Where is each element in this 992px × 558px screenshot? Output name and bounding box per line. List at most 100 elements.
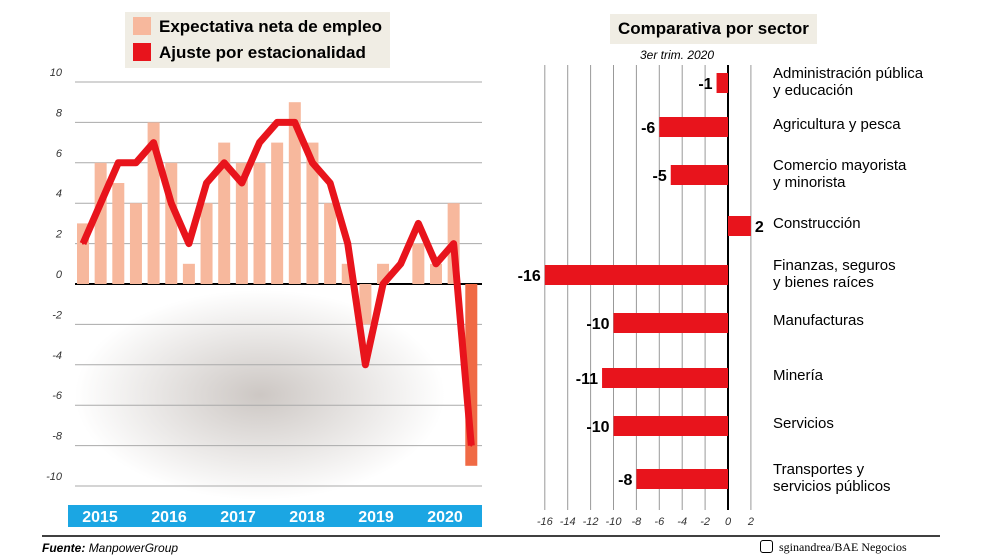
line-point bbox=[187, 242, 190, 245]
bar bbox=[182, 263, 195, 284]
line-point bbox=[240, 182, 243, 184]
bar bbox=[359, 284, 372, 325]
bar bbox=[324, 203, 337, 284]
data-label: -10 bbox=[586, 419, 609, 436]
line-swatch bbox=[133, 43, 151, 61]
data-label: -16 bbox=[518, 268, 541, 285]
category-label: Servicios bbox=[773, 415, 834, 432]
bar-swatch bbox=[133, 17, 151, 35]
line-point bbox=[223, 161, 226, 164]
bar bbox=[200, 203, 213, 284]
line-point bbox=[364, 363, 367, 366]
line-point bbox=[346, 242, 349, 245]
bar bbox=[112, 183, 125, 284]
chart-subtitle: 3er trim. 2020 bbox=[640, 48, 715, 62]
legend-label: Ajuste por estacionalidad bbox=[159, 43, 366, 62]
x-tick-label: 2 bbox=[747, 516, 754, 528]
legend-item-line: Ajuste por estacionalidad bbox=[133, 40, 382, 66]
data-label: -5 bbox=[653, 168, 667, 185]
x-tick-label: 2017 bbox=[220, 509, 256, 526]
x-tick-label: -16 bbox=[537, 516, 554, 528]
category-label: Construcción bbox=[773, 215, 861, 232]
line-point bbox=[258, 141, 261, 144]
category-label: y educación bbox=[773, 82, 853, 99]
line-point bbox=[99, 202, 102, 205]
x-tick-label: 2019 bbox=[358, 509, 394, 526]
y-tick-label: -4 bbox=[52, 350, 62, 362]
category-label: Manufacturas bbox=[773, 312, 864, 329]
data-label: -8 bbox=[618, 472, 632, 489]
line-point bbox=[205, 182, 208, 184]
x-tick-label: -2 bbox=[700, 516, 710, 528]
line-point bbox=[117, 161, 120, 164]
legend-item-bars: Expectativa neta de empleo bbox=[133, 14, 382, 40]
chart-title: Comparativa por sector bbox=[610, 14, 817, 44]
y-tick-label: 0 bbox=[56, 269, 63, 281]
line-point bbox=[452, 242, 455, 245]
bar bbox=[235, 162, 248, 284]
category-label: Finanzas, seguros bbox=[773, 257, 896, 274]
credit: sginandrea/BAE Negocios bbox=[760, 540, 907, 555]
bar bbox=[271, 142, 284, 284]
category-label: Transportes y bbox=[773, 461, 865, 478]
data-label: -11 bbox=[576, 371, 598, 388]
background-photo bbox=[75, 290, 445, 500]
data-label: -1 bbox=[698, 76, 712, 93]
bar bbox=[218, 142, 231, 284]
footer-source: Fuente: ManpowerGroup bbox=[42, 541, 178, 555]
data-label: -10 bbox=[586, 316, 609, 333]
x-tick-label: 2020 bbox=[427, 509, 463, 526]
line-point bbox=[170, 202, 173, 205]
y-tick-label: -2 bbox=[52, 309, 62, 321]
legend: Expectativa neta de empleo Ajuste por es… bbox=[125, 12, 390, 68]
credit-text: sginandrea/BAE Negocios bbox=[779, 540, 907, 554]
line-point bbox=[399, 262, 402, 265]
line-point bbox=[276, 121, 279, 124]
legend-label: Expectativa neta de empleo bbox=[159, 17, 382, 36]
y-tick-label: -8 bbox=[52, 431, 63, 443]
data-label: -6 bbox=[641, 120, 655, 137]
bar bbox=[253, 162, 266, 284]
category-label: servicios públicos bbox=[773, 478, 891, 495]
year-band bbox=[68, 505, 482, 527]
sector-bar bbox=[636, 469, 728, 489]
sector-bar bbox=[670, 165, 728, 185]
bar bbox=[430, 263, 442, 284]
x-tick-label: -14 bbox=[560, 516, 576, 528]
bar bbox=[288, 102, 301, 284]
category-label: Comercio mayorista bbox=[773, 157, 907, 174]
source-value: ManpowerGroup bbox=[88, 541, 179, 555]
category-label: Agricultura y pesca bbox=[773, 116, 901, 133]
category-label: Administración pública bbox=[773, 65, 924, 82]
line-point bbox=[329, 182, 332, 184]
line-point bbox=[382, 283, 385, 285]
sector-bar bbox=[613, 416, 728, 436]
line-point bbox=[417, 222, 420, 225]
line-point bbox=[134, 161, 137, 164]
x-tick-label: 0 bbox=[725, 516, 732, 528]
y-tick-label: 10 bbox=[50, 67, 63, 79]
y-tick-label: 8 bbox=[56, 107, 63, 119]
category-label: y bienes raíces bbox=[773, 274, 874, 291]
category-label: y minorista bbox=[773, 174, 846, 191]
data-label: 2 bbox=[755, 219, 764, 236]
y-tick-label: -6 bbox=[52, 390, 63, 402]
line-point bbox=[435, 262, 437, 265]
x-tick-label: 2016 bbox=[151, 509, 187, 526]
line-point bbox=[293, 121, 296, 124]
bar bbox=[129, 203, 142, 284]
line-point bbox=[152, 141, 155, 144]
instagram-icon bbox=[760, 540, 773, 553]
source-label: Fuente: bbox=[42, 541, 86, 555]
x-tick-label: -8 bbox=[632, 516, 643, 528]
sector-bar bbox=[716, 73, 728, 93]
x-tick-label: 2018 bbox=[289, 509, 325, 526]
x-tick-label: -4 bbox=[677, 516, 687, 528]
sector-bar bbox=[602, 368, 728, 388]
x-tick-label: -10 bbox=[606, 516, 623, 528]
y-tick-label: 2 bbox=[55, 229, 62, 241]
line-point bbox=[82, 242, 84, 245]
bar bbox=[412, 243, 425, 284]
line-point bbox=[470, 444, 473, 447]
